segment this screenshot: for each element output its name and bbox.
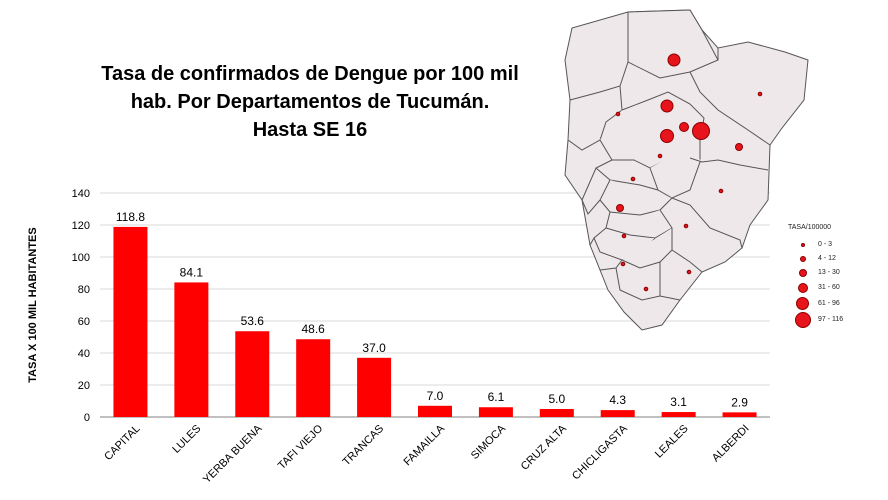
bar-value-label: 48.6 bbox=[302, 322, 326, 336]
map-dot bbox=[660, 129, 674, 143]
legend-label: 0 - 3 bbox=[818, 241, 833, 248]
chart-title: Tasa de confirmados de Dengue por 100 mi… bbox=[80, 60, 540, 144]
map-dot bbox=[692, 122, 710, 140]
y-tick-label: 20 bbox=[78, 380, 90, 392]
map-dot bbox=[660, 99, 674, 113]
legend-label: 97 - 116 bbox=[818, 316, 844, 323]
legend-dot bbox=[801, 243, 805, 247]
legend-label: 31 - 60 bbox=[818, 284, 840, 291]
legend-label: 61 - 96 bbox=[818, 300, 840, 307]
legend-dot bbox=[798, 283, 808, 293]
bar bbox=[600, 410, 635, 417]
bar-value-label: 53.6 bbox=[241, 314, 265, 328]
y-tick-label: 120 bbox=[72, 220, 90, 232]
bar bbox=[661, 412, 696, 417]
map-dot bbox=[686, 269, 692, 275]
bar-value-label: 3.1 bbox=[670, 395, 687, 409]
legend-dot bbox=[796, 297, 809, 310]
title-line-2: hab. Por Departamentos de Tucumán. bbox=[130, 91, 490, 113]
map-dot bbox=[735, 143, 743, 151]
y-tick-label: 100 bbox=[72, 252, 90, 264]
bar bbox=[418, 405, 452, 417]
legend-item: 0 - 3 bbox=[788, 238, 868, 252]
map-dot bbox=[657, 153, 663, 159]
map-dot bbox=[630, 176, 636, 182]
bar-value-label: 4.3 bbox=[609, 393, 626, 407]
map-dot bbox=[643, 286, 649, 292]
legend-item: 13 - 30 bbox=[788, 266, 868, 280]
map-dot bbox=[667, 53, 681, 67]
legend-label: 13 - 30 bbox=[818, 269, 840, 276]
legend-label: 4 - 12 bbox=[818, 255, 836, 262]
map-dot bbox=[615, 111, 621, 117]
bar bbox=[478, 407, 513, 417]
bar-value-label: 2.9 bbox=[731, 395, 748, 409]
y-tick-label: 0 bbox=[84, 412, 90, 424]
map-dot bbox=[683, 223, 689, 229]
legend-item: 4 - 12 bbox=[788, 252, 868, 266]
y-tick-label: 80 bbox=[78, 284, 90, 296]
map-dot bbox=[620, 261, 626, 267]
title-line-3: Hasta SE 16 bbox=[252, 119, 368, 141]
map-rate-dots bbox=[615, 53, 763, 292]
legend-title: TASA/100000 bbox=[788, 224, 832, 231]
bar bbox=[357, 357, 392, 417]
bar bbox=[235, 331, 270, 417]
legend-dot bbox=[795, 312, 811, 328]
y-tick-label: 140 bbox=[72, 188, 90, 200]
bar bbox=[722, 412, 757, 417]
map-dot bbox=[616, 204, 624, 212]
y-tick-label: 40 bbox=[78, 348, 90, 360]
legend-dot bbox=[800, 256, 806, 262]
y-axis-label: TASA X 100 MIL HABITANTES bbox=[27, 227, 39, 382]
map-dot bbox=[621, 233, 627, 239]
legend-dot bbox=[799, 269, 807, 277]
map-dot bbox=[679, 122, 689, 132]
bar-value-label: 5.0 bbox=[548, 392, 565, 406]
bar-value-label: 118.8 bbox=[116, 210, 145, 224]
map-departments bbox=[564, 9, 809, 331]
bar-value-label: 6.1 bbox=[488, 390, 505, 404]
bar bbox=[539, 409, 574, 417]
legend-item: 97 - 116 bbox=[788, 312, 868, 328]
title-line-1: Tasa de confirmados de Dengue por 100 mi… bbox=[101, 63, 519, 85]
legend-item: 31 - 60 bbox=[788, 281, 868, 295]
bar bbox=[174, 282, 209, 417]
y-tick-label: 60 bbox=[78, 316, 90, 328]
map-dot bbox=[718, 188, 724, 194]
bar-value-label: 7.0 bbox=[427, 389, 444, 403]
map-dot bbox=[757, 91, 763, 97]
bar-value-label: 84.1 bbox=[180, 265, 204, 279]
bar bbox=[113, 226, 148, 417]
legend-item: 61 - 96 bbox=[788, 297, 868, 311]
bar-value-label: 37.0 bbox=[362, 341, 386, 355]
bar bbox=[296, 339, 331, 417]
